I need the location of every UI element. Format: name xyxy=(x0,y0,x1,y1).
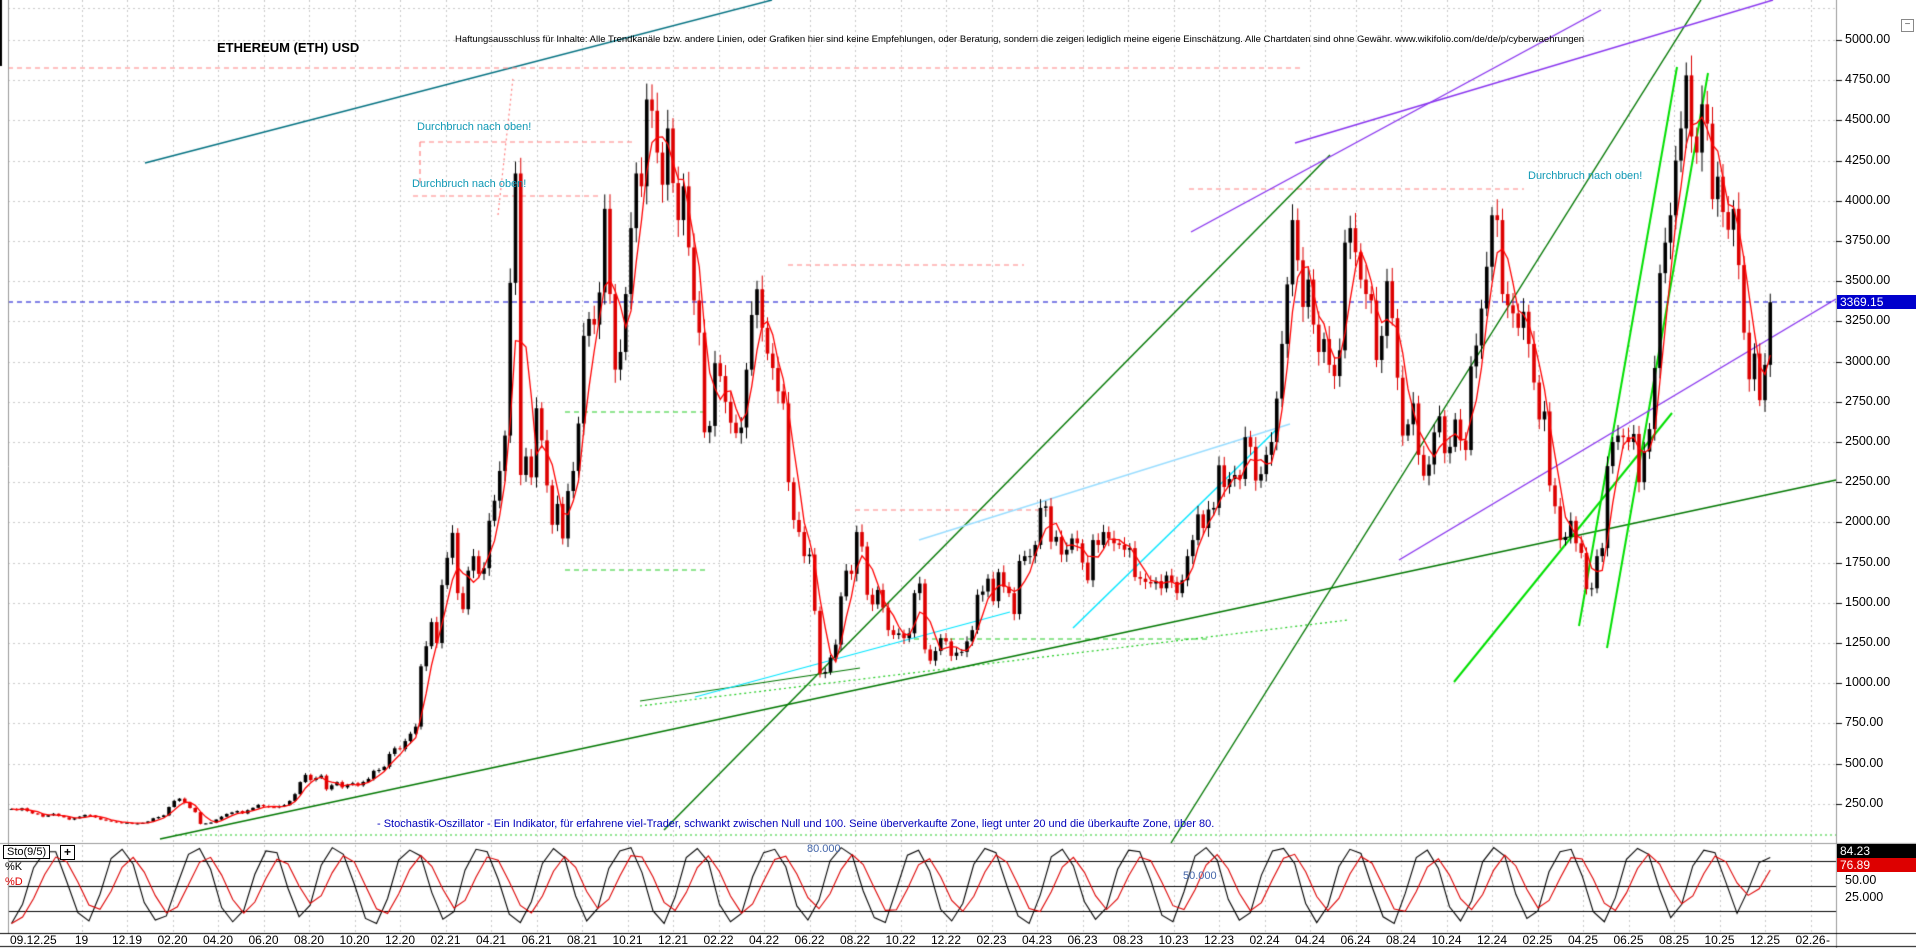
price-tick-label: 1000.00 xyxy=(1845,675,1891,690)
price-tick-label: 4000.00 xyxy=(1845,192,1891,207)
oscillator-50-level-label: 50.000 xyxy=(1183,870,1217,882)
date-tick-label: 12.23 xyxy=(1203,933,1235,947)
date-tick-label: 02.24 xyxy=(1249,933,1280,947)
oscillator-mid-tick: 50.00 xyxy=(1845,873,1877,887)
date-tick-label: 04.22 xyxy=(748,933,780,947)
date-tick-label: 04.25 xyxy=(1567,933,1599,947)
price-tick-label: 3000.00 xyxy=(1845,353,1891,368)
disclaimer-text: Haftungsausschluss für Inhalte: Alle Tre… xyxy=(455,34,1585,45)
date-tick-label: - xyxy=(1826,933,1830,947)
chart-title: ETHEREUM (ETH) USD xyxy=(217,40,360,55)
date-tick-label: 10.23 xyxy=(1158,933,1189,947)
date-tick-label: 02.23 xyxy=(976,933,1007,947)
percent-d-label: %D xyxy=(5,876,23,888)
date-tick-label: 02.22 xyxy=(703,933,734,947)
price-tick-label: 5000.00 xyxy=(1845,32,1891,46)
price-tick-label: 4250.00 xyxy=(1845,152,1891,167)
date-tick-label: 10.25 xyxy=(1704,933,1735,947)
price-tick-label: 250.00 xyxy=(1845,795,1884,810)
price-tick-label: 750.00 xyxy=(1845,715,1884,730)
price-tick-label: 500.00 xyxy=(1845,755,1884,770)
price-tick-label: 3250.00 xyxy=(1845,313,1891,328)
date-tick-label: 06.21 xyxy=(521,933,552,947)
current-price-badge: 3369.15 xyxy=(1837,295,1916,309)
oscillator-low-tick: 25.000 xyxy=(1845,890,1884,904)
date-tick-label: 08.21 xyxy=(566,933,598,947)
date-tick-label: 06.22 xyxy=(794,933,825,947)
percent-k-label: %K xyxy=(5,861,23,873)
stochastic-k-value-badge: 84.23 xyxy=(1837,844,1916,858)
date-tick-label: 10.24 xyxy=(1431,933,1462,947)
date-tick-label: 08.23 xyxy=(1112,933,1144,947)
breakout-annotation-1: Durchbruch nach oben! xyxy=(417,121,532,133)
date-tick-label: 06.20 xyxy=(248,933,279,947)
date-tick-label: 06.23 xyxy=(1067,933,1098,947)
price-tick-label: 1500.00 xyxy=(1845,594,1891,609)
date-tick-label: 10.21 xyxy=(612,933,643,947)
price-tick-label: 4500.00 xyxy=(1845,112,1891,127)
date-tick-label: 12.25 xyxy=(1749,933,1781,947)
date-tick-label: 12.19 xyxy=(111,933,143,947)
oscillator-80-level-label: 80.000 xyxy=(807,843,841,855)
date-tick-label: 09.12.25 xyxy=(10,933,57,947)
date-tick-label: 12.22 xyxy=(930,933,962,947)
price-tick-label: 1750.00 xyxy=(1845,554,1891,569)
date-tick-label: 08.20 xyxy=(293,933,325,947)
date-tick-label: 08.24 xyxy=(1385,933,1417,947)
date-tick-label: 12.24 xyxy=(1476,933,1508,947)
date-tick-label: 12.20 xyxy=(384,933,416,947)
price-tick-label: 2250.00 xyxy=(1845,474,1891,489)
stochastic-d-value-badge: 76.89 xyxy=(1837,858,1916,872)
date-tick-label: 08.25 xyxy=(1658,933,1690,947)
price-tick-label: 2500.00 xyxy=(1845,434,1891,448)
minimize-icon[interactable]: − xyxy=(1901,19,1914,32)
date-tick-label: 04.24 xyxy=(1294,933,1326,947)
price-tick-label: 2000.00 xyxy=(1845,514,1891,529)
price-tick-label: 2750.00 xyxy=(1845,393,1891,408)
date-tick-label: 04.23 xyxy=(1021,933,1053,947)
expand-indicator-icon[interactable]: + xyxy=(60,845,75,860)
date-tick-label: 02.21 xyxy=(430,933,461,947)
stochastic-note: - Stochastik-Oszillator - Ein Indikator,… xyxy=(377,818,1215,830)
date-tick-label: 06.25 xyxy=(1613,933,1644,947)
date-tick-label: 19 xyxy=(74,933,89,947)
date-tick-label: 02.20 xyxy=(157,933,188,947)
date-tick-label: 02.26 xyxy=(1795,933,1826,947)
date-tick-label: 02.25 xyxy=(1522,933,1553,947)
date-tick-label: 06.24 xyxy=(1340,933,1371,947)
date-tick-label: 10.22 xyxy=(885,933,916,947)
breakout-annotation-3: Durchbruch nach oben! xyxy=(1528,170,1643,182)
date-tick-label: 08.22 xyxy=(839,933,871,947)
price-tick-label: 3750.00 xyxy=(1845,233,1891,247)
stochastic-indicator-label[interactable]: Sto(9/5) xyxy=(3,845,51,859)
date-tick-label: 12.21 xyxy=(657,933,689,947)
price-tick-label: 1250.00 xyxy=(1845,635,1891,649)
price-tick-label: 3500.00 xyxy=(1845,273,1891,288)
date-tick-label: 04.20 xyxy=(202,933,234,947)
date-tick-label: 10.20 xyxy=(339,933,370,947)
price-tick-label: 4750.00 xyxy=(1845,72,1891,87)
date-tick-label: 04.21 xyxy=(475,933,507,947)
breakout-annotation-2: Durchbruch nach oben! xyxy=(412,178,527,190)
